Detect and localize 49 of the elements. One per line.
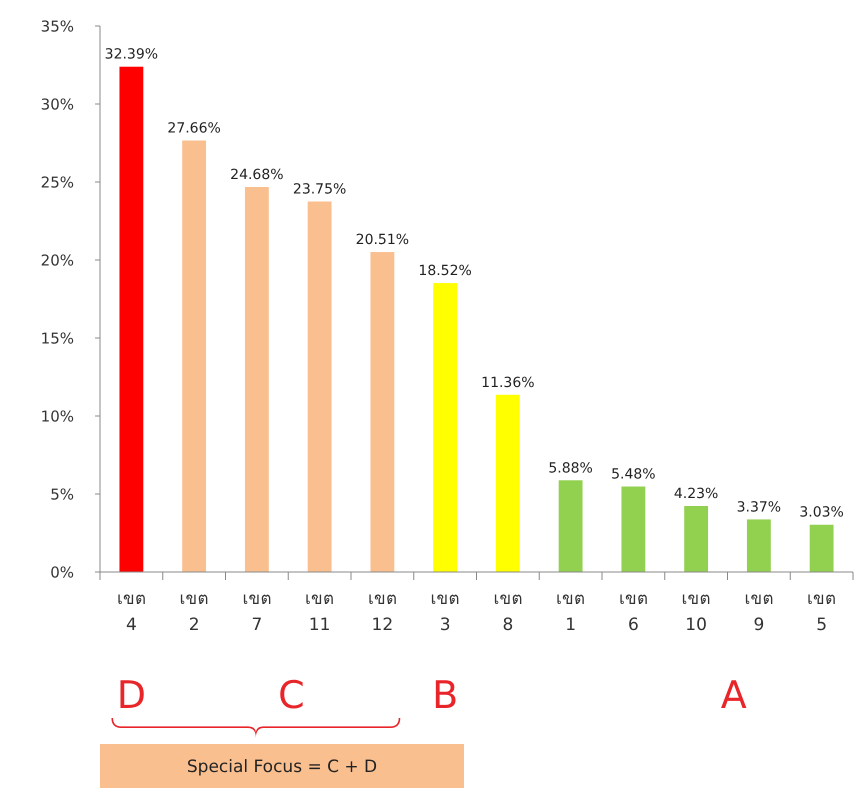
bar [308, 202, 332, 572]
text: C [278, 673, 305, 717]
y-tick-label: 20% [40, 251, 74, 270]
x-tick-label: เขต 4 [116, 589, 146, 635]
data-label: 23.75% [292, 182, 346, 198]
bar [433, 283, 458, 572]
x-tick-label: เขต 6 [618, 589, 648, 635]
bar [558, 480, 583, 572]
data-label: 27.66% [167, 120, 221, 137]
data-label: 5.48% [611, 466, 656, 483]
data-label: 4.23% [674, 486, 718, 502]
bar [684, 506, 708, 572]
x-tick-label: เขต 10 [682, 589, 711, 635]
y-tick-label: 35% [40, 17, 74, 36]
data-label: 18.52% [418, 263, 472, 280]
bar [621, 486, 646, 572]
data-label: 20.51% [356, 232, 410, 248]
x-tick-label: เขต 3 [430, 589, 460, 635]
bar [810, 524, 834, 572]
y-tick-label: 25% [40, 173, 74, 192]
bar [182, 140, 206, 572]
y-tick-label: 30% [40, 95, 74, 114]
data-label: 24.68% [230, 166, 284, 183]
x-tick-label: เขต 9 [744, 589, 774, 635]
data-label: 3.03% [799, 504, 844, 521]
y-tick-label: 15% [40, 329, 74, 348]
data-label: 11.36% [481, 374, 535, 391]
bar [119, 66, 144, 572]
x-tick-label: เขต 7 [242, 589, 272, 635]
bar [370, 252, 394, 572]
y-tick-label: 0% [50, 563, 74, 582]
text: Special Focus = C + D [186, 756, 378, 777]
x-tick-label: เขต 11 [305, 589, 334, 635]
x-tick-label: เขต 12 [368, 589, 397, 635]
y-tick-label: 5% [50, 485, 74, 504]
data-label: 32.39% [104, 46, 158, 63]
text: B [432, 673, 458, 717]
x-tick-label: เขต 2 [180, 589, 209, 635]
bar [244, 186, 269, 572]
x-tick-label: เขต 1 [556, 589, 586, 635]
text: A [720, 673, 747, 717]
bar [496, 394, 520, 572]
y-tick-label: 10% [40, 407, 74, 426]
text: D [116, 673, 146, 717]
x-tick-label: เขต 8 [493, 589, 522, 635]
data-label: 5.88% [548, 460, 593, 476]
x-tick-label: เขต 5 [807, 589, 836, 635]
bar [746, 519, 771, 572]
data-label: 3.37% [736, 499, 782, 516]
